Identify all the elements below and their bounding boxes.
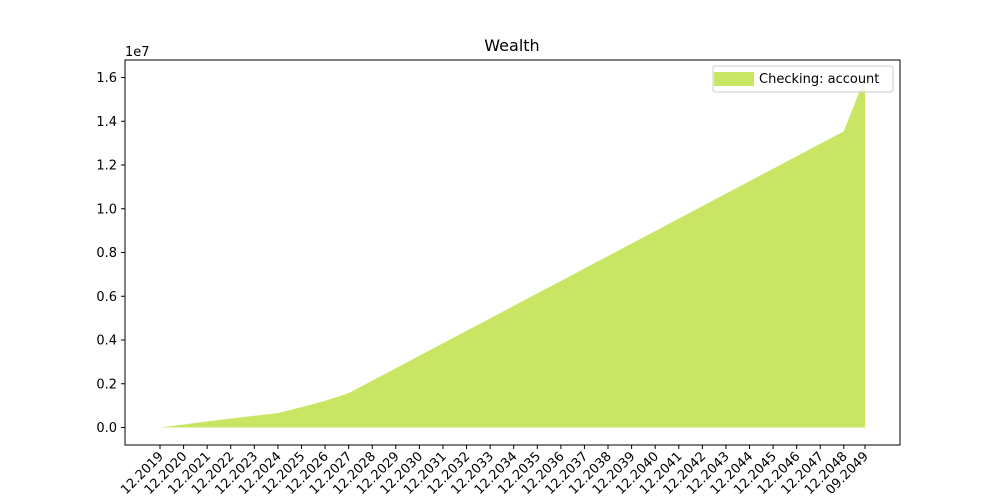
y-tick-label: 0.4 — [96, 334, 117, 349]
x-axis-ticks: 12.201912.202012.202112.202212.202312.20… — [118, 445, 872, 498]
y-tick-label: 1.4 — [96, 115, 117, 130]
y-tick-label: 0.0 — [96, 421, 117, 436]
y-tick-label: 0.2 — [96, 377, 117, 392]
y-tick-label: 1.2 — [96, 159, 117, 174]
area-layer — [160, 77, 865, 428]
legend-box — [712, 65, 894, 93]
y-axis-offset-label: 1e7 — [125, 45, 150, 60]
y-tick-label: 0.8 — [96, 246, 117, 261]
y-tick-label: 1.6 — [96, 71, 117, 86]
legend-label-checking-account: Checking: account — [759, 72, 879, 87]
y-tick-label: 1.0 — [96, 202, 117, 217]
chart-title: Wealth — [484, 36, 539, 55]
area-series-checking-account — [160, 77, 865, 428]
y-axis-ticks: 0.0 0.2 0.4 0.6 0.8 1.0 1.2 1.4 1.6 — [96, 71, 125, 436]
legend: Checking: account — [712, 65, 894, 93]
legend-swatch-checking-account — [714, 72, 754, 86]
y-tick-label: 0.6 — [96, 290, 117, 305]
